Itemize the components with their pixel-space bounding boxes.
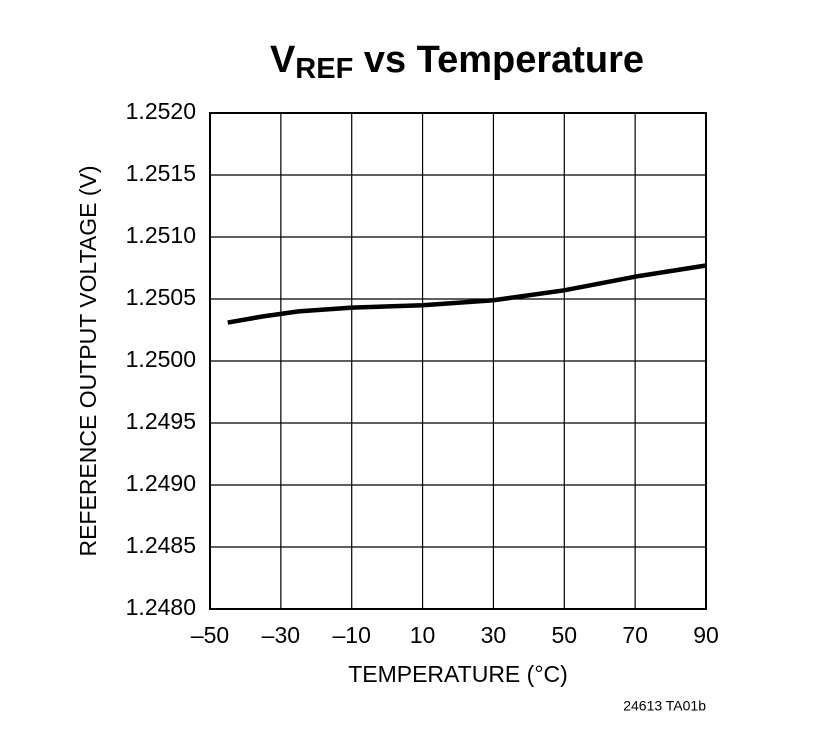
y-tick-label: 1.2495 bbox=[126, 408, 196, 434]
x-tick-label: 50 bbox=[551, 622, 577, 648]
chart-title: VREF vs Temperature bbox=[270, 39, 644, 85]
y-tick-label: 1.2515 bbox=[126, 160, 196, 186]
x-tick-label: 10 bbox=[410, 622, 436, 648]
title-rest: vs Temperature bbox=[353, 39, 644, 81]
y-tick-label: 1.2490 bbox=[126, 470, 196, 496]
data-line bbox=[227, 263, 707, 325]
plot-frame bbox=[209, 112, 707, 610]
y-tick-label: 1.2485 bbox=[126, 532, 196, 558]
x-tick-label: –50 bbox=[191, 622, 229, 648]
y-axis-label: REFERENCE OUTPUT VOLTAGE (V) bbox=[75, 165, 101, 556]
y-tick-label: 1.2520 bbox=[126, 98, 196, 124]
y-tick-label: 1.2510 bbox=[126, 222, 196, 248]
y-tick-label: 1.2500 bbox=[126, 346, 196, 372]
x-axis-label: TEMPERATURE (°C) bbox=[348, 661, 568, 687]
x-tick-label: 70 bbox=[622, 622, 648, 648]
x-tick-label: –30 bbox=[262, 622, 300, 648]
title-subscript: REF bbox=[295, 53, 353, 85]
title-main: V bbox=[270, 39, 296, 81]
x-tick-label: 30 bbox=[481, 622, 507, 648]
footnote: 24613 TA01b bbox=[623, 698, 706, 714]
y-tick-label: 1.2480 bbox=[126, 594, 196, 620]
x-tick-label: –10 bbox=[333, 622, 371, 648]
y-tick-label: 1.2505 bbox=[126, 284, 196, 310]
x-tick-label: 90 bbox=[693, 622, 719, 648]
